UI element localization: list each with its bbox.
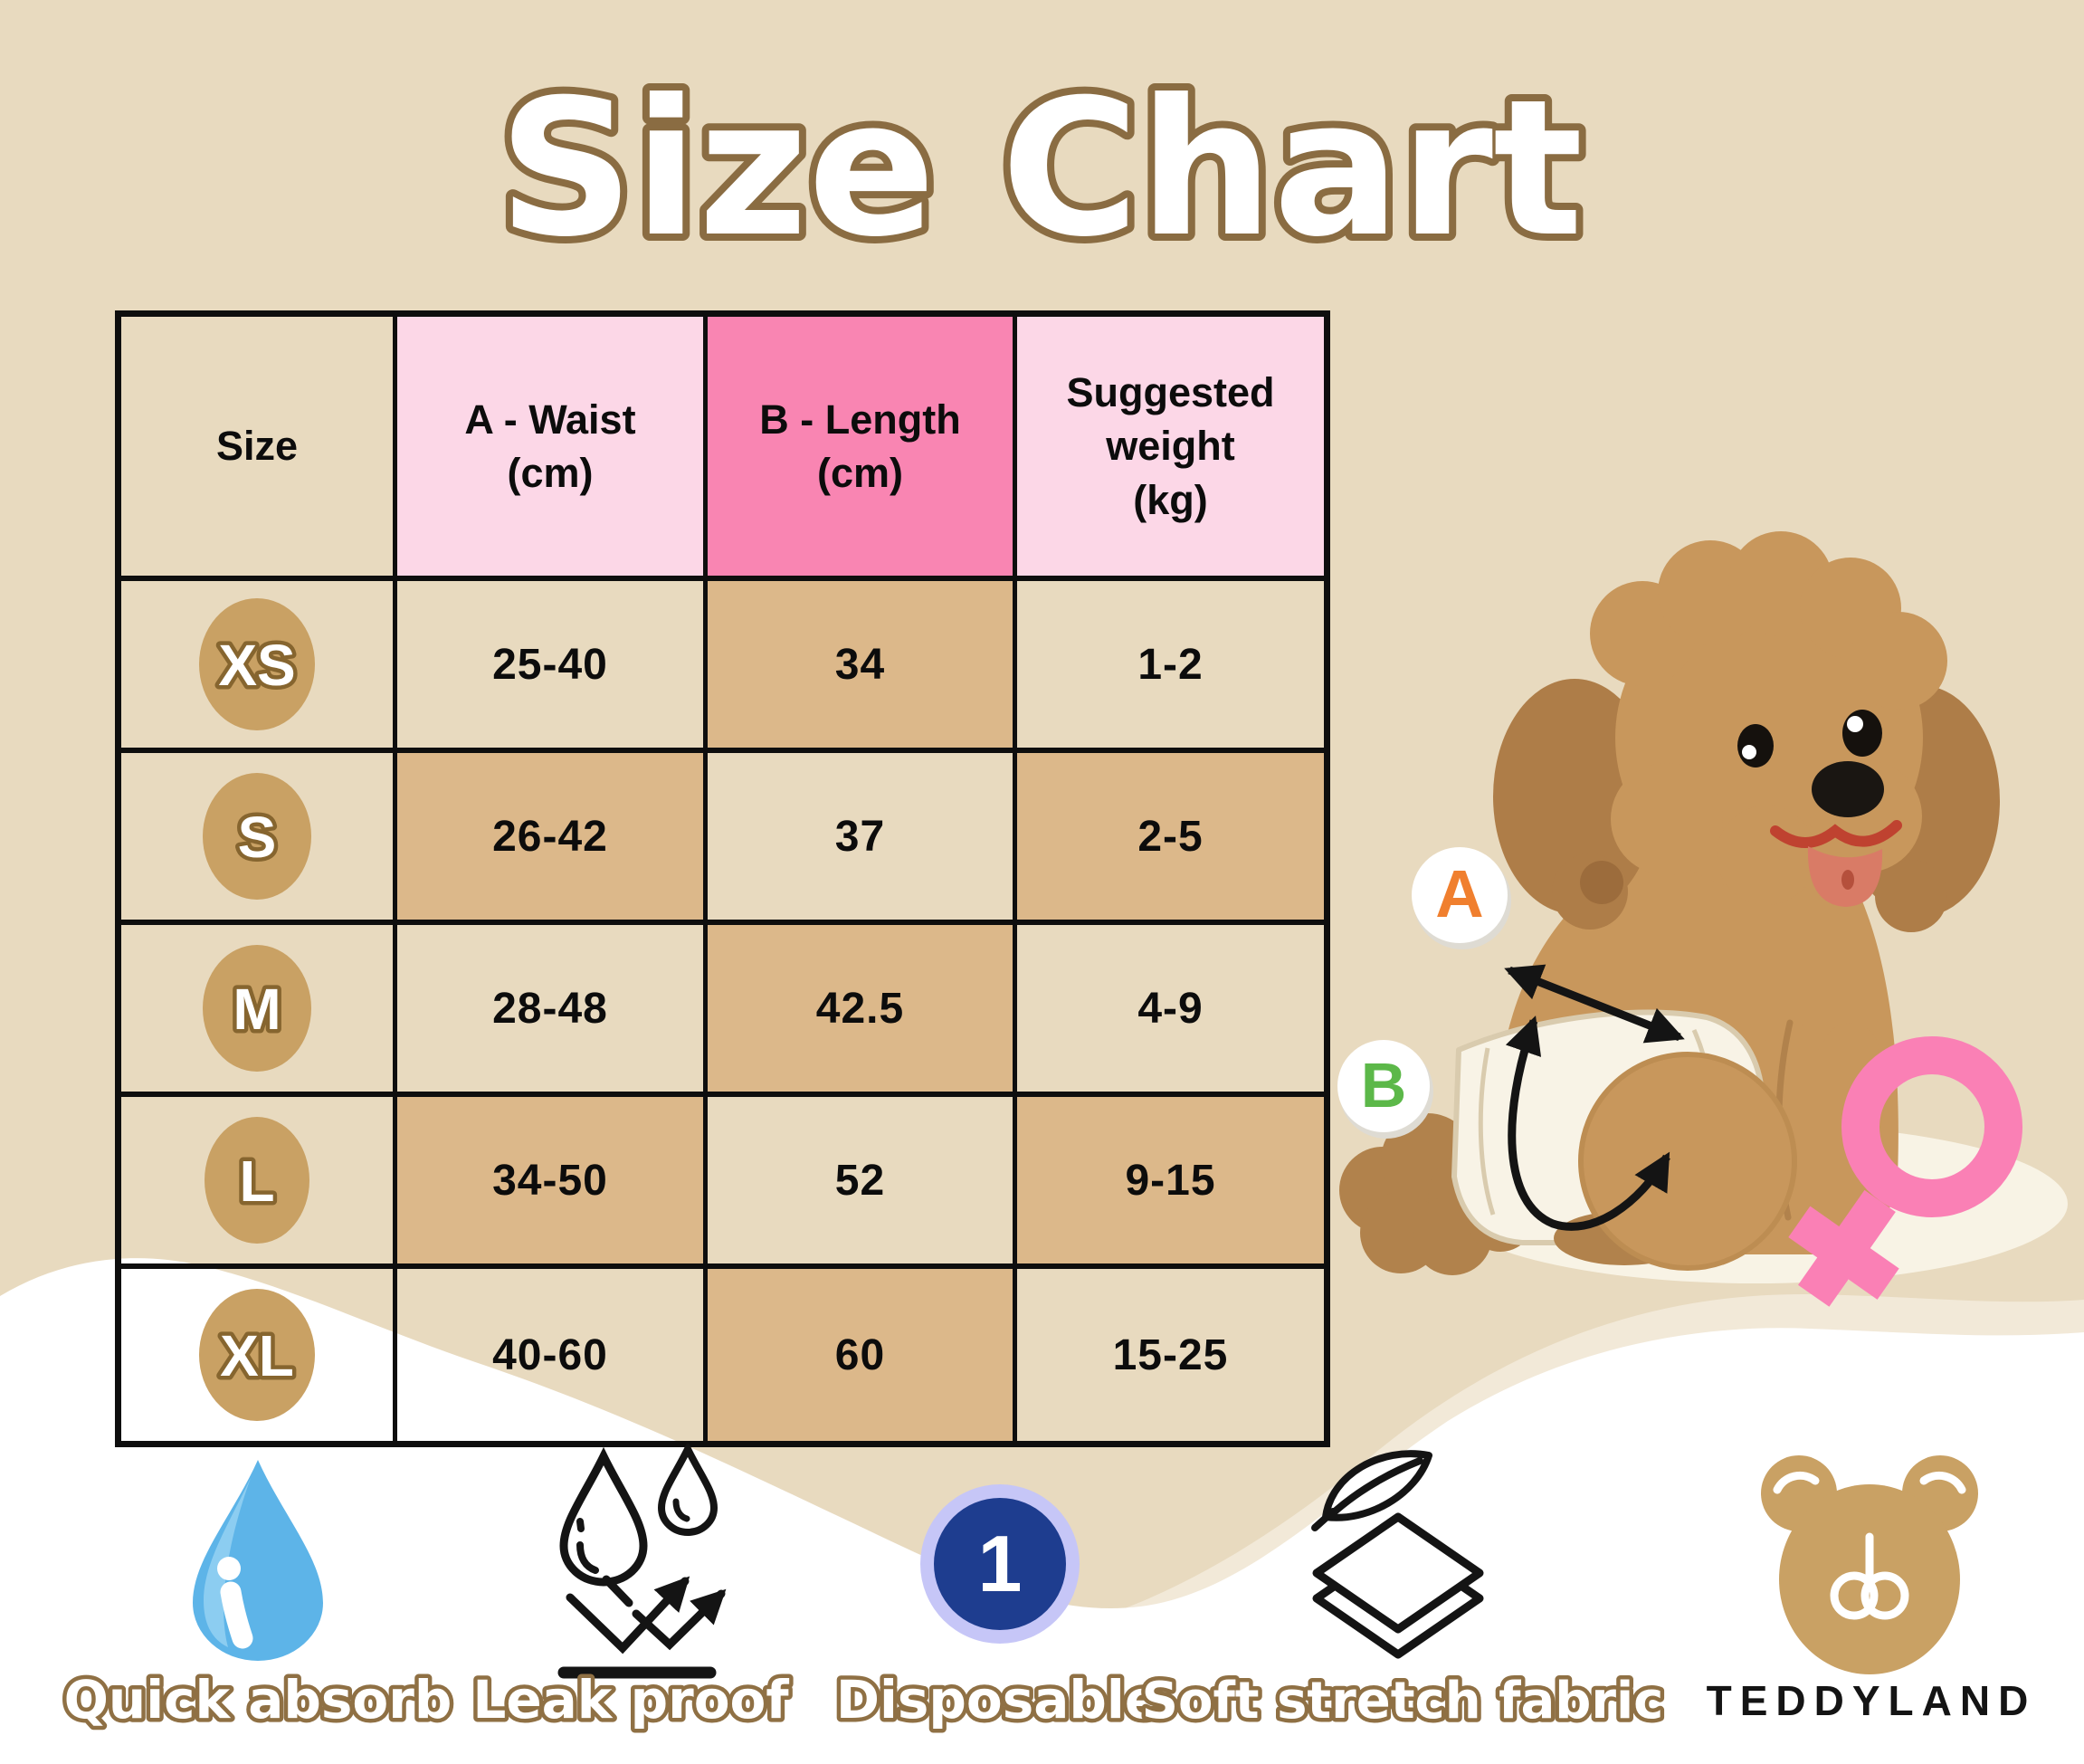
badge-circle: [205, 1117, 309, 1244]
size-badge-xs: XS: [199, 598, 315, 730]
dog-front-legs: [1763, 1019, 1879, 1254]
female-symbol-icon: [1788, 1036, 2022, 1307]
size-badge-cell-xs: XS: [121, 581, 397, 753]
cell-s-waist: 26-42: [397, 753, 708, 925]
badge-circle: [203, 773, 311, 900]
badge-label: XL: [220, 1323, 294, 1388]
cell-s-weight: 2-5: [1017, 753, 1324, 925]
badge-label: XS: [218, 633, 295, 698]
dog-ear-right: [1841, 685, 2000, 917]
size-badge-l: L: [205, 1117, 309, 1244]
dog-diaper: [1451, 1009, 1765, 1245]
badge-label: S: [238, 805, 277, 870]
cell-xl-weight: 15-25: [1112, 1330, 1229, 1379]
badge-circle: [199, 598, 315, 730]
marker-a-badge: A: [1412, 847, 1511, 949]
badge-label: L: [239, 1149, 274, 1214]
leak-proof-icon: [557, 1444, 727, 1679]
dog-illustration: [1339, 531, 2000, 1275]
dog-mouth: [1770, 820, 1902, 848]
disposable-icon: 1: [920, 1484, 1080, 1644]
marker-b-badge: B: [1337, 1040, 1433, 1139]
waist-arrow: [1504, 964, 1685, 1044]
cell-m-weight: 4-9: [1017, 925, 1324, 1097]
cell-m-waist: 28-48: [397, 925, 708, 1097]
brand-name: TEDDYLAND: [1706, 1677, 2037, 1724]
size-badge-cell-m: M: [121, 925, 397, 1097]
marker-b-label: B: [1361, 1050, 1407, 1120]
cell-xs-waist: 25-40: [397, 581, 708, 753]
cell-l-length: 52: [708, 1097, 1017, 1269]
dog-head-fur: [1590, 531, 1947, 905]
soft-stretch-fabric-icon: [1311, 1450, 1484, 1659]
dog-thigh: [1578, 1052, 1797, 1271]
dog-body: [1497, 842, 1898, 1254]
dog-tail: [1339, 1113, 1535, 1275]
dog-ear-left: [1493, 679, 1656, 914]
measurement-arrows: [1504, 964, 1685, 1231]
cell-m-length: 42.5: [708, 925, 1017, 1097]
cell-xl-waist: 40-60: [397, 1269, 708, 1441]
column-header-size: Size: [121, 317, 397, 581]
badge-circle: [203, 945, 311, 1072]
column-header-waist: A - Waist (cm): [397, 317, 708, 581]
dog-rear-paw: [1554, 1211, 1695, 1265]
dog-head: [1493, 531, 2000, 932]
cell-l-weight: 9-15: [1017, 1097, 1324, 1269]
dog-eyes: [1737, 710, 1882, 768]
badge-label: M: [233, 977, 281, 1042]
soft-stretch-fabric-label: Soft stretch fabric: [1142, 1672, 1664, 1731]
column-header-length: B - Length (cm): [708, 317, 1017, 581]
size-badge-s: S: [203, 773, 311, 900]
ground-ellipse: [1443, 1124, 2068, 1283]
disposable-label: Disposable: [836, 1669, 1160, 1731]
disposable-count: 1: [978, 1519, 1023, 1608]
cell-xl-length: 60: [708, 1269, 1017, 1441]
size-badge-xl: XL: [199, 1289, 315, 1421]
size-badge-cell-l: L: [121, 1097, 397, 1269]
quick-absorb-label: Quick absorb: [64, 1669, 452, 1731]
quick-absorb-icon: [193, 1460, 323, 1661]
leak-proof-label: Leak proof: [472, 1669, 789, 1731]
page-title: Size Chart: [499, 60, 1584, 279]
size-badge-m: M: [203, 945, 311, 1072]
size-table: Size A - Waist (cm) B - Length (cm) Sugg…: [115, 310, 1330, 1447]
cell-xs-weight: 1-2: [1017, 581, 1324, 753]
size-badge-cell-s: S: [121, 753, 397, 925]
cell-s-length: 37: [708, 753, 1017, 925]
dog-tongue: [1807, 846, 1883, 907]
column-header-weight: Suggested weight (kg): [1017, 317, 1324, 581]
length-arrow: [1505, 1015, 1670, 1231]
size-badge-cell-xl: XL: [121, 1269, 397, 1441]
cell-l-waist: 34-50: [397, 1097, 708, 1269]
dog-nose: [1812, 761, 1884, 817]
teddyland-bear-logo: [1761, 1455, 1978, 1674]
cell-xs-length: 34: [708, 581, 1017, 753]
marker-a-label: A: [1435, 856, 1483, 931]
